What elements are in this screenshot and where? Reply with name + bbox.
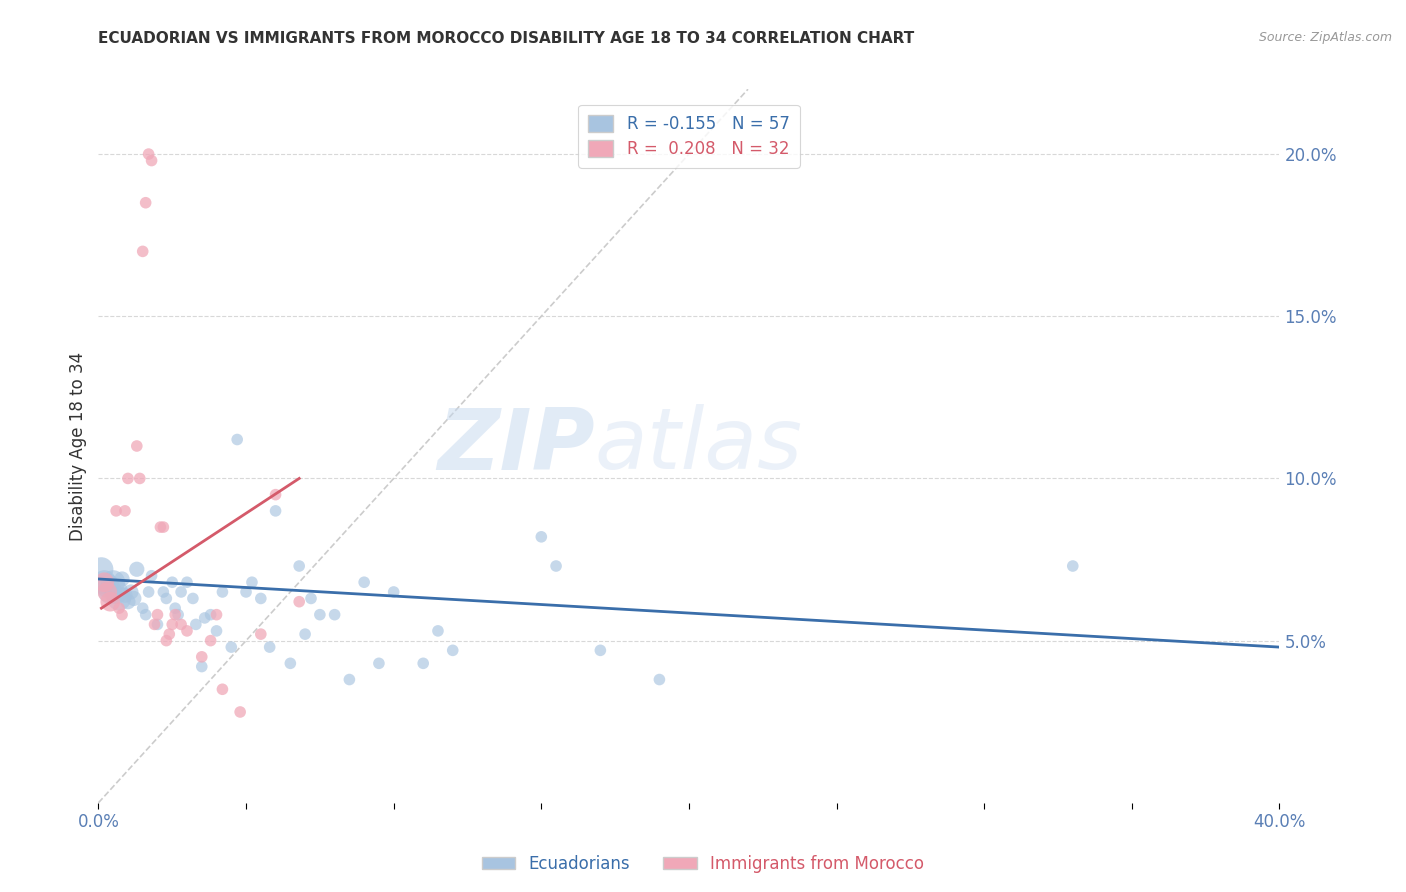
Point: [229, 705, 252, 719]
Point: [149, 520, 172, 534]
Point: [125, 562, 148, 576]
Point: [299, 591, 322, 606]
Point: [288, 559, 311, 574]
Point: [211, 585, 233, 599]
Point: [167, 607, 190, 622]
Point: [250, 627, 273, 641]
Point: [98, 585, 121, 599]
Point: [288, 595, 311, 609]
Point: [226, 433, 249, 447]
Point: [90, 562, 112, 576]
Point: [176, 575, 198, 590]
Point: [219, 640, 242, 654]
Point: [194, 611, 217, 625]
Point: [184, 617, 207, 632]
Text: ECUADORIAN VS IMMIGRANTS FROM MOROCCO DISABILITY AGE 18 TO 34 CORRELATION CHART: ECUADORIAN VS IMMIGRANTS FROM MOROCCO DI…: [98, 31, 915, 46]
Point: [176, 624, 198, 638]
Point: [170, 585, 193, 599]
Point: [120, 585, 142, 599]
Point: [138, 147, 160, 161]
Point: [337, 673, 360, 687]
Point: [108, 591, 131, 606]
Point: [200, 633, 222, 648]
Point: [132, 244, 155, 259]
Point: [146, 607, 169, 622]
Point: [157, 627, 180, 641]
Legend: R = -0.155   N = 57, R =  0.208   N = 32: R = -0.155 N = 57, R = 0.208 N = 32: [578, 104, 800, 168]
Point: [170, 617, 193, 632]
Point: [441, 643, 464, 657]
Point: [427, 624, 450, 638]
Point: [1062, 559, 1084, 574]
Point: [353, 575, 375, 590]
Point: [98, 595, 121, 609]
Point: [155, 591, 177, 606]
Point: [162, 575, 183, 590]
Point: [117, 595, 139, 609]
Point: [250, 591, 273, 606]
Point: [200, 607, 222, 622]
Point: [135, 607, 157, 622]
Point: [264, 488, 287, 502]
Point: [138, 585, 160, 599]
Text: ZIP: ZIP: [437, 404, 595, 488]
Point: [240, 575, 263, 590]
Point: [141, 153, 163, 168]
Point: [103, 575, 125, 590]
Point: [530, 530, 553, 544]
Legend: Ecuadorians, Immigrants from Morocco: Ecuadorians, Immigrants from Morocco: [475, 848, 931, 880]
Point: [205, 607, 228, 622]
Point: [259, 640, 281, 654]
Point: [96, 578, 118, 592]
Point: [235, 585, 257, 599]
Point: [165, 601, 187, 615]
Point: [264, 504, 287, 518]
Point: [412, 657, 434, 671]
Point: [589, 643, 612, 657]
Point: [128, 471, 150, 485]
Point: [368, 657, 391, 671]
Point: [93, 575, 115, 590]
Point: [105, 504, 128, 518]
Text: atlas: atlas: [595, 404, 803, 488]
Point: [111, 607, 134, 622]
Point: [146, 617, 169, 632]
Text: Source: ZipAtlas.com: Source: ZipAtlas.com: [1258, 31, 1392, 45]
Point: [152, 585, 174, 599]
Point: [114, 588, 136, 602]
Point: [211, 682, 233, 697]
Point: [544, 559, 567, 574]
Point: [125, 439, 148, 453]
Point: [191, 649, 214, 664]
Point: [323, 607, 346, 622]
Point: [135, 195, 157, 210]
Point: [114, 504, 136, 518]
Point: [96, 585, 118, 599]
Point: [165, 607, 187, 622]
Y-axis label: Disability Age 18 to 34: Disability Age 18 to 34: [69, 351, 87, 541]
Point: [143, 617, 166, 632]
Point: [117, 471, 139, 485]
Point: [278, 657, 302, 671]
Point: [309, 607, 332, 622]
Point: [93, 575, 115, 590]
Point: [105, 585, 128, 599]
Point: [191, 659, 214, 673]
Point: [111, 572, 134, 586]
Point: [132, 601, 155, 615]
Point: [155, 633, 177, 648]
Point: [162, 617, 183, 632]
Point: [382, 585, 405, 599]
Point: [205, 624, 228, 638]
Point: [141, 568, 163, 582]
Point: [648, 673, 671, 687]
Point: [294, 627, 316, 641]
Point: [181, 591, 204, 606]
Point: [108, 601, 131, 615]
Point: [122, 591, 145, 606]
Point: [152, 520, 174, 534]
